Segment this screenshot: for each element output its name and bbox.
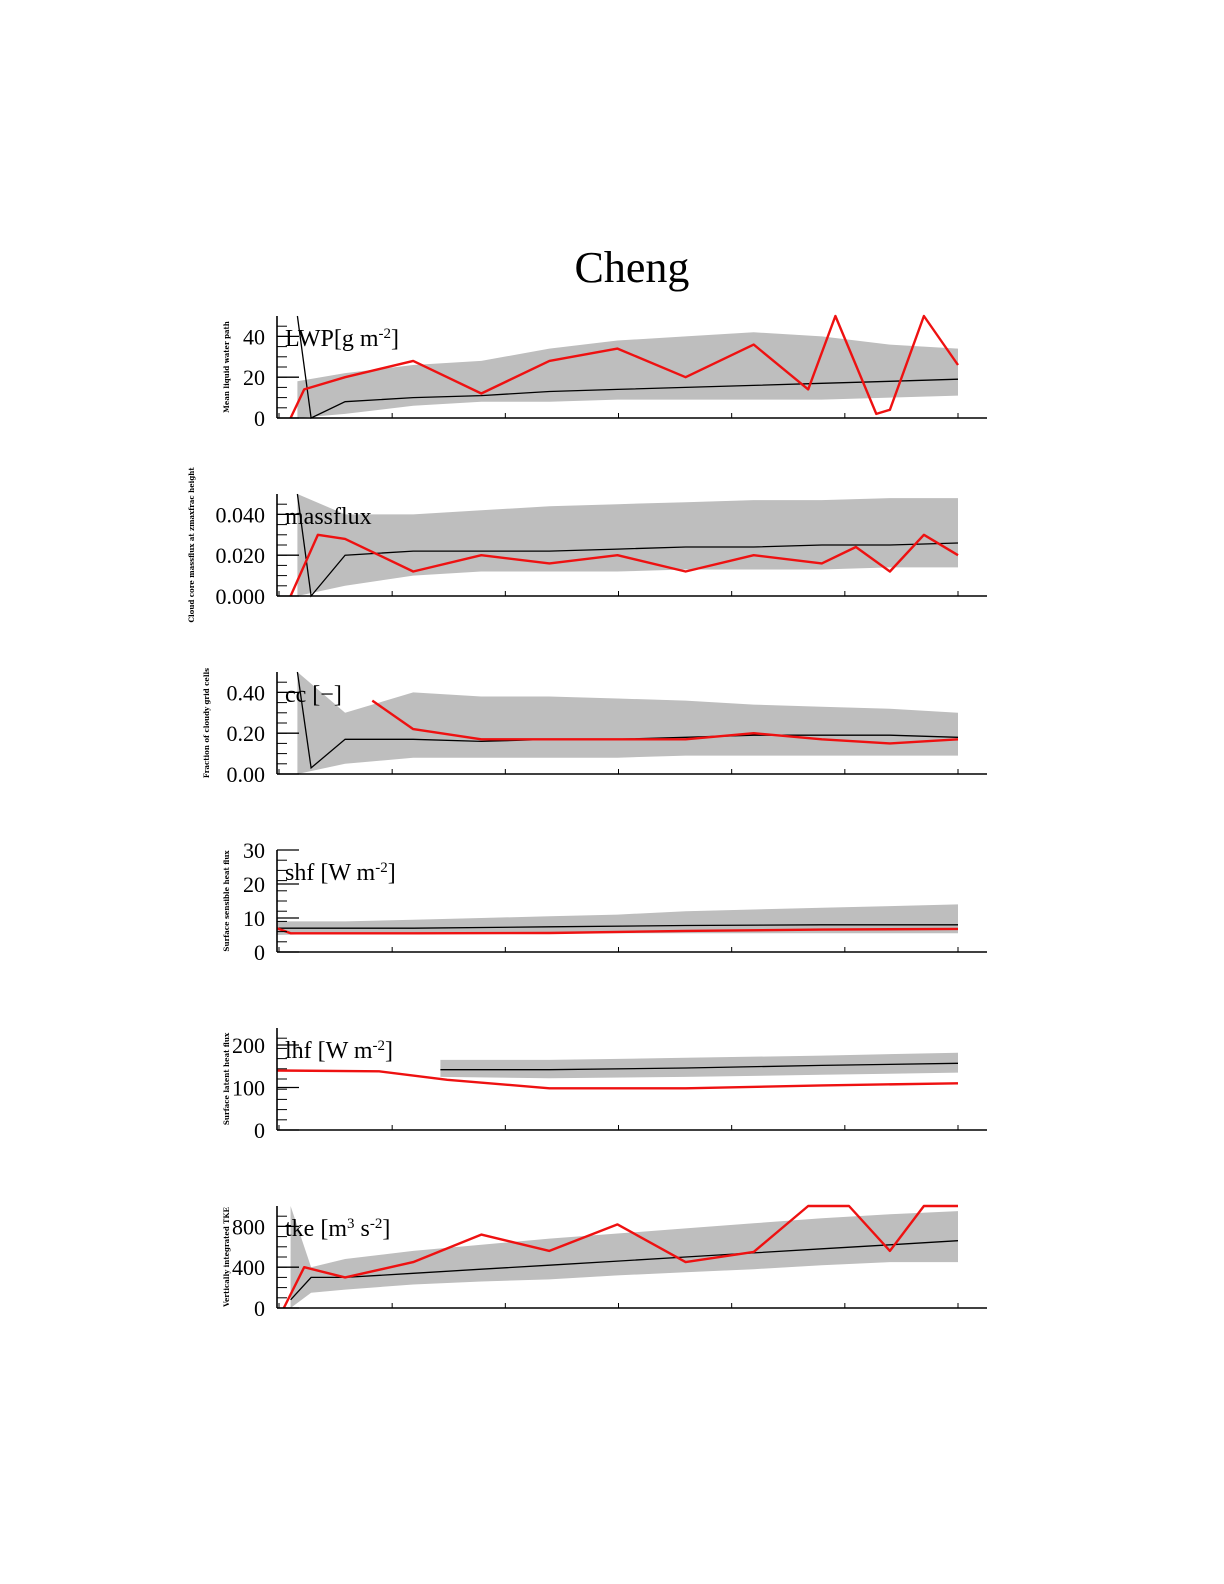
y-tick-label: 10 <box>243 906 265 931</box>
y-tick-label: 0 <box>254 940 265 965</box>
panel-label: tke [m3 s-2] <box>285 1216 390 1242</box>
ensemble-range-band <box>290 1206 959 1308</box>
panel-label: lhf [W m-2] <box>285 1038 393 1064</box>
y-tick-label: 0 <box>254 406 265 431</box>
y-tick-label: 0.20 <box>227 721 266 746</box>
y-tick-label: 30 <box>243 838 265 863</box>
y-tick-label: 0.40 <box>227 680 266 705</box>
model-line <box>276 927 959 935</box>
chart-panel-4: 0 10 20 30 shf [W m-2] Surface sensible heat … <box>222 838 987 965</box>
y-tick-label: 0.020 <box>216 543 266 568</box>
chart-panel-5: 0 100 200 lhf [W m-2] Surface latent heat fl… <box>222 1028 987 1143</box>
ensemble-range-band <box>297 672 958 774</box>
chart-panel-1: 0 20 40 LWP[g m-2] Mean liquid water path <box>222 314 987 431</box>
chart-panel-3: 0.00 0.20 0.40 cc [−] Fraction of cloudy gri… <box>202 668 987 787</box>
y-tick-label: 800 <box>232 1214 265 1239</box>
y-tick-label: 0 <box>254 1296 265 1321</box>
panel-label: massflux <box>285 504 372 530</box>
model-line <box>289 533 959 597</box>
ensemble-mean-line <box>277 924 958 929</box>
model-line <box>371 699 959 745</box>
ensemble-mean-line <box>296 315 959 419</box>
y-axis-title: Fraction of cloudy grid cells <box>202 668 211 778</box>
panel-label: LWP[g m-2] <box>285 326 399 352</box>
ensemble-range-band <box>440 1052 958 1079</box>
model-line <box>289 314 959 419</box>
chart-panel-6: 0 400 800 tke [m3 s-2] Vertically integrated… <box>222 1204 987 1321</box>
y-tick-label: 200 <box>232 1033 265 1058</box>
panel-label: cc [−] <box>285 682 342 708</box>
figure-title: Cheng <box>575 243 690 292</box>
y-tick-label: 20 <box>243 365 265 390</box>
y-axis-title: Vertically integrated TKE <box>222 1207 231 1308</box>
y-tick-label: 0.000 <box>216 584 266 609</box>
y-tick-label: 0.040 <box>216 502 266 527</box>
y-tick-label: 40 <box>243 324 265 349</box>
y-tick-label: 0 <box>254 1118 265 1143</box>
y-tick-label: 0.00 <box>227 762 266 787</box>
y-tick-label: 20 <box>243 872 265 897</box>
y-axis-title: Cloud core massflux at zmaxfrac height <box>187 467 196 623</box>
y-axis-title: Mean liquid water path <box>222 321 231 413</box>
y-tick-label: 400 <box>232 1255 265 1280</box>
ensemble-range-band <box>297 494 958 596</box>
chart-panel-2: 0.000 0.020 0.040 massflux Cloud core massfl… <box>187 467 987 623</box>
y-axis-title: Surface latent heat flux <box>222 1032 231 1125</box>
model-line <box>276 1069 959 1090</box>
y-axis-title: Surface sensible heat flux <box>222 850 231 952</box>
ensemble-mean-line <box>440 1062 959 1071</box>
panel-label: shf [W m-2] <box>285 860 396 886</box>
model-line <box>282 1204 958 1309</box>
ensemble-mean-line <box>296 493 959 598</box>
y-tick-label: 100 <box>232 1076 265 1101</box>
ensemble-mean-line <box>290 1240 959 1301</box>
